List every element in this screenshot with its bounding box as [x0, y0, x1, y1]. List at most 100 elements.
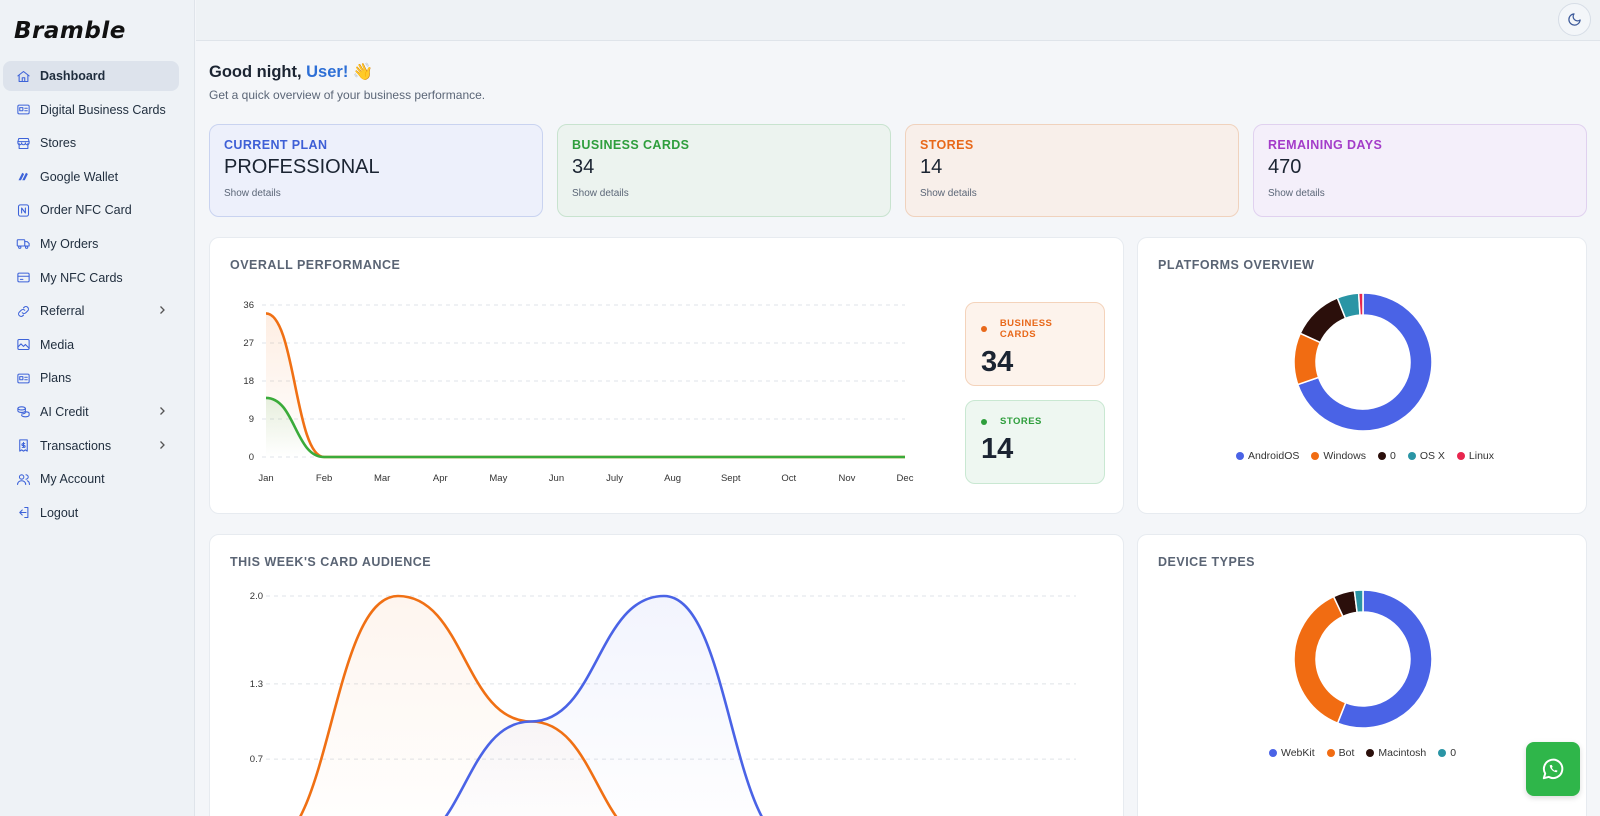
sidebar-item-label: Media: [40, 337, 75, 352]
sidebar-item-google-wallet[interactable]: Google Wallet: [3, 162, 179, 192]
sidebar-item-dashboard[interactable]: Dashboard: [3, 61, 179, 91]
wallet-icon: [18, 173, 28, 181]
legend-item[interactable]: OS X: [1407, 450, 1445, 462]
stat-label: CURRENT PLAN: [224, 138, 328, 152]
summary-value: 14: [981, 433, 1014, 465]
platforms-legend: AndroidOS Windows 0 OS X Linux: [1236, 450, 1506, 462]
sidebar-item-ai-credit[interactable]: AI Credit: [3, 397, 179, 427]
stat-card-remaining-days[interactable]: REMAINING DAYS 470 Show details: [1253, 124, 1587, 217]
devices-legend: WebKit Bot Macintosh 0: [1269, 747, 1468, 759]
sidebar-item-my-orders[interactable]: My Orders: [3, 229, 179, 259]
series-line: [444, 594, 764, 816]
legend-dot: [1311, 452, 1320, 460]
stat-card-plan[interactable]: CURRENT PLAN PROFESSIONAL Show details: [209, 124, 543, 217]
legend-item[interactable]: WebKit: [1269, 747, 1315, 759]
sidebar-item-label: Stores: [40, 136, 77, 151]
sidebar-item-transactions[interactable]: Transactions: [3, 431, 179, 461]
chevron-right-icon: [160, 406, 165, 415]
sidebar-item-my-account[interactable]: My Account: [3, 464, 179, 494]
summary-stores: STORES 14: [965, 400, 1105, 484]
chevron-right-icon: [160, 440, 165, 449]
show-details-link[interactable]: Show details: [1268, 188, 1325, 199]
link-icon: [18, 305, 29, 317]
legend-item[interactable]: 0: [1377, 450, 1396, 462]
x-tick-label: Aug: [664, 473, 681, 484]
legend-item[interactable]: Macintosh: [1366, 747, 1426, 759]
store-icon: [17, 137, 30, 149]
legend-dot: [1326, 749, 1335, 757]
legend-dot: [1377, 452, 1386, 460]
y-tick-label: 36: [243, 300, 254, 311]
sidebar-item-label: Referral: [40, 304, 85, 319]
summary-label: BUSINESS CARDS: [999, 318, 1053, 340]
legend-dot: [981, 418, 987, 425]
x-tick-label: Jun: [549, 473, 564, 484]
legend-label: OS X: [1419, 450, 1445, 462]
show-details-link[interactable]: Show details: [572, 188, 629, 199]
panel-title: PLATFORMS OVERVIEW: [1158, 258, 1315, 272]
stat-card-business-cards[interactable]: BUSINESS CARDS 34 Show details: [557, 124, 891, 217]
legend-label: Macintosh: [1378, 747, 1427, 759]
y-tick-label: 2.0: [250, 591, 263, 602]
top-bar: [196, 0, 1600, 41]
sidebar-item-label: Transactions: [40, 438, 112, 453]
series-line: [265, 312, 905, 459]
legend-item[interactable]: AndroidOS: [1236, 450, 1299, 462]
donut-slice[interactable]: [1296, 292, 1433, 432]
legend-dot: [1456, 452, 1465, 460]
sidebar-item-label: Logout: [40, 505, 79, 520]
sidebar-nav: Dashboard Digital Business Cards Stores Goo…: [3, 61, 179, 531]
device-types-panel: DEVICE TYPES WebKit Bot Macintosh 0: [1137, 534, 1587, 816]
whatsapp-support-button[interactable]: [1526, 742, 1580, 796]
y-tick-label: 0: [249, 452, 254, 463]
sidebar-item-digital-business-cards[interactable]: Digital Business Cards: [3, 95, 179, 125]
panel-title: OVERALL PERFORMANCE: [230, 258, 401, 272]
donut-slice[interactable]: [1336, 589, 1433, 729]
legend-dot: [981, 326, 987, 332]
legend-label: Bot: [1338, 747, 1355, 759]
stat-card-stores[interactable]: STORES 14 Show details: [905, 124, 1239, 217]
show-details-link[interactable]: Show details: [920, 188, 977, 199]
legend-item[interactable]: Bot: [1326, 747, 1355, 759]
sidebar-item-referral[interactable]: Referral: [3, 296, 179, 326]
sidebar-item-media[interactable]: Media: [3, 330, 179, 360]
legend-item[interactable]: Windows: [1311, 450, 1366, 462]
overall-performance-panel: OVERALL PERFORMANCE 36 27 18 9 0 Jan Feb Mar Apr…: [209, 237, 1124, 514]
donut-slice[interactable]: [1357, 292, 1364, 316]
platforms-donut-chart: [1293, 292, 1433, 432]
donut-slice[interactable]: [1299, 296, 1347, 344]
theme-toggle-button[interactable]: [1558, 3, 1591, 36]
donut-slice[interactable]: [1293, 595, 1347, 725]
sidebar-item-my-nfc-cards[interactable]: My NFC Cards: [3, 263, 179, 293]
performance-chart: 36 27 18 9 0 Jan Feb Mar Apr May Jun July Aug Sept Oct…: [243, 300, 913, 484]
show-details-link[interactable]: Show details: [224, 188, 281, 199]
legend-dot: [1236, 452, 1244, 460]
stat-label: STORES: [920, 138, 974, 152]
stat-label: BUSINESS CARDS: [572, 138, 690, 152]
legend-dot: [1407, 452, 1416, 460]
donut-slice[interactable]: [1353, 589, 1364, 614]
sidebar-item-label: AI Credit: [40, 404, 89, 419]
stat-value: 14: [920, 156, 943, 178]
sidebar-item-stores[interactable]: Stores: [3, 128, 179, 158]
stat-value: 34: [572, 156, 595, 178]
panel-title: THIS WEEK'S CARD AUDIENCE: [230, 555, 432, 569]
series-line: [265, 396, 905, 459]
sidebar-item-logout[interactable]: Logout: [3, 498, 179, 528]
sidebar-item-label: Order NFC Card: [40, 203, 132, 218]
sidebar-item-plans[interactable]: Plans: [3, 363, 179, 393]
brand-logo[interactable]: Bramble: [14, 18, 126, 44]
legend-item[interactable]: Linux: [1456, 450, 1494, 462]
y-tick-label: 9: [249, 414, 254, 425]
y-tick-label: 0.7: [250, 754, 263, 765]
legend-item[interactable]: 0: [1438, 747, 1456, 759]
sidebar-item-label: Plans: [40, 371, 72, 386]
sidebar-item-order-nfc-card[interactable]: Order NFC Card: [3, 195, 179, 225]
sidebar-item-label: Google Wallet: [40, 169, 119, 184]
stat-value: 470: [1268, 156, 1302, 178]
legend-label: AndroidOS: [1248, 450, 1300, 462]
series-line: [298, 594, 618, 816]
id-card-icon: [17, 104, 30, 115]
home-icon: [17, 70, 30, 82]
chevron-right-icon: [160, 306, 165, 315]
